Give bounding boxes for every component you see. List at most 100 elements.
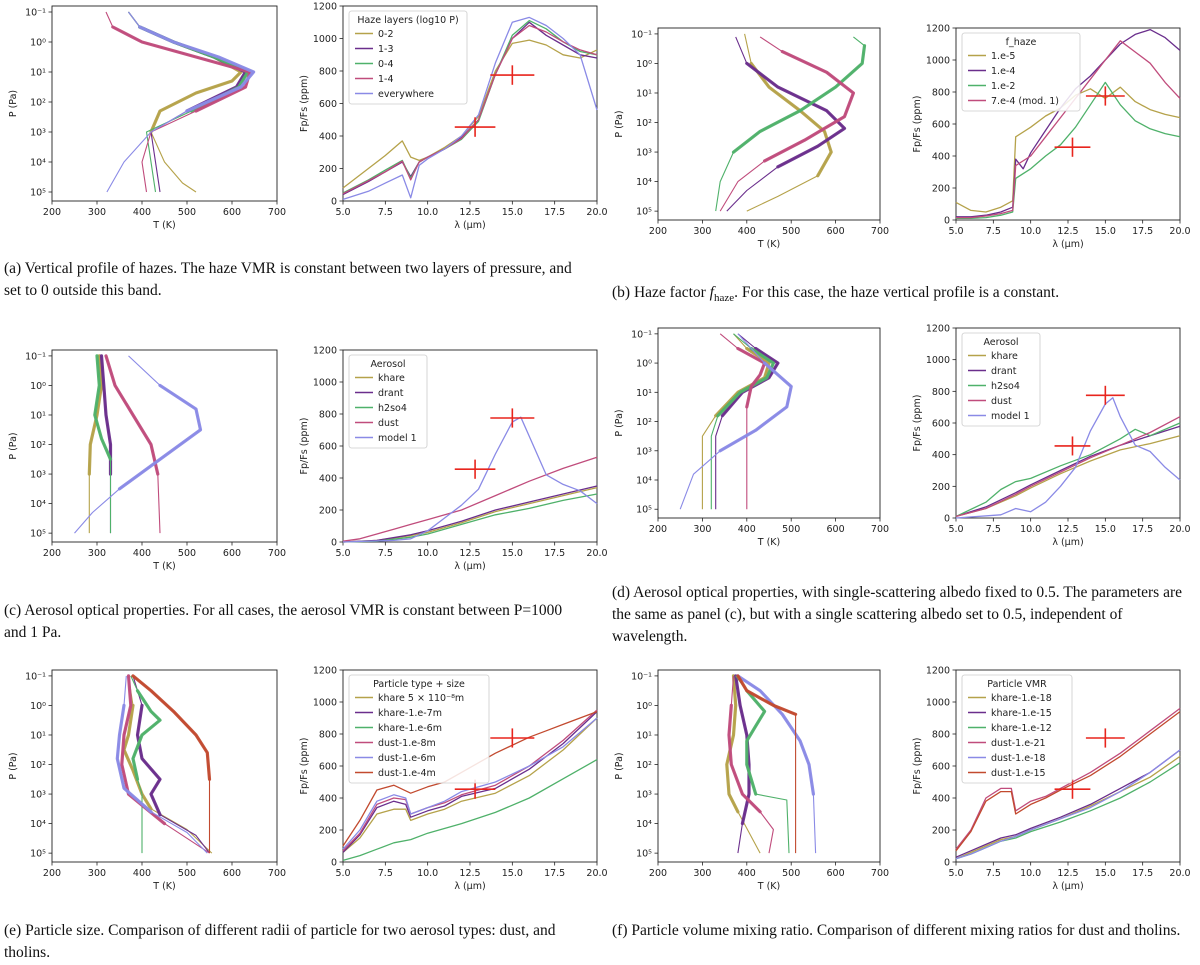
- y-tick-label: 10⁻¹: [631, 671, 652, 682]
- y-tick-label: 400: [932, 450, 950, 461]
- y-tick-label: 800: [932, 387, 950, 398]
- y-tick-label: 10⁵: [30, 188, 46, 199]
- y-tick-label: 10¹: [636, 388, 652, 399]
- x-axis-label: T (K): [152, 220, 175, 231]
- x-tick-label: 700: [268, 207, 286, 218]
- spectrum-chart: 5.0 7.5 10.0 12.5 15.0 17.5 20.0 0 200 400 600 800 1…: [912, 666, 1191, 893]
- spectrum-line-model1: [955, 397, 1181, 519]
- legend-entry: dust-1.e-8m: [378, 738, 436, 749]
- x-tick-label: 400: [133, 207, 151, 218]
- x-tick-label: 200: [649, 226, 667, 237]
- x-tick-label: 5.0: [335, 548, 350, 559]
- legend-box: [348, 10, 468, 105]
- legend-entry: drant: [991, 366, 1017, 377]
- y-tick-label: 600: [319, 442, 337, 453]
- x-tick-label: 700: [268, 548, 286, 559]
- legend: Aerosol khare drant h2so4 dust model 1: [961, 332, 1041, 427]
- x-tick-label: 5.0: [948, 226, 963, 237]
- legend-title: Particle type + size: [373, 679, 465, 690]
- legend-entry: 1.e-2: [991, 81, 1015, 92]
- y-tick-label: 10⁰: [30, 381, 46, 392]
- axes-frame: [657, 327, 881, 519]
- y-tick-label: 400: [319, 474, 337, 485]
- legend-title: f_haze: [1006, 37, 1037, 48]
- profile-band-drant: [135, 703, 162, 817]
- y-tick-label: 0: [331, 538, 337, 549]
- x-tick-label: 17.5: [544, 868, 565, 879]
- x-tick-label: 600: [223, 207, 241, 218]
- y-tick-label: 0: [944, 514, 950, 525]
- legend-entry: dust: [991, 396, 1012, 407]
- y-tick-label: 10⁰: [636, 59, 652, 70]
- x-tick-label: 400: [738, 868, 756, 879]
- x-tick-label: 7.5: [378, 207, 393, 218]
- profile-band-drant: [745, 61, 847, 169]
- axes-frame: [51, 669, 278, 863]
- caption-d: (d) Aerosol optical properties, with sin…: [612, 584, 1183, 645]
- x-tick-label: 200: [649, 524, 667, 535]
- x-tick-label: 12.5: [459, 207, 480, 218]
- legend-entry: dust-1.e-18: [991, 753, 1046, 764]
- caption-b-subscript: haze: [713, 292, 735, 305]
- x-tick-label: 200: [649, 868, 667, 879]
- y-tick-label: 10⁴: [30, 819, 46, 830]
- spectrum-line-h2so4: [342, 759, 598, 862]
- profile-line-drant: [726, 36, 846, 212]
- legend-entry: everywhere: [378, 89, 434, 100]
- profile-band-model1: [117, 383, 203, 491]
- spectrum-line-dust: [955, 707, 1181, 850]
- y-tick-label: 10⁻¹: [25, 8, 46, 19]
- spectrum-line-dust_1e4: [955, 711, 1181, 852]
- y-axis-label: P (Pa): [614, 752, 625, 779]
- axes-frame: [51, 349, 278, 543]
- x-tick-label: 15.0: [502, 548, 523, 559]
- y-axis-label: Fp/Fs (ppm): [299, 418, 310, 475]
- profile-chart: 200 300 400 500 600 700 10⁻¹ 10⁰ 10¹ 10² 10³ 10⁴ 10⁵…: [614, 669, 889, 892]
- spectrum-line-h2so4: [956, 81, 1181, 220]
- profile-line-h2so4: [735, 675, 790, 854]
- profile-band-model1: [736, 674, 815, 796]
- axes-frame: [51, 5, 278, 202]
- y-tick-label: 1000: [926, 56, 950, 67]
- x-tick-label: 300: [88, 207, 106, 218]
- x-axis-label: T (K): [152, 881, 175, 892]
- y-tick-label: 10⁵: [636, 505, 652, 516]
- x-tick-label: 17.5: [1132, 226, 1153, 237]
- legend-entry: khare-1.e-6m: [378, 723, 442, 734]
- x-tick-label: 17.5: [1132, 524, 1153, 535]
- legend-title: Aerosol: [370, 359, 405, 370]
- y-tick-label: 600: [932, 120, 950, 131]
- legend: Aerosol khare drant h2so4 dust model 1: [348, 354, 428, 449]
- y-tick-label: 10²: [636, 417, 652, 428]
- y-tick-label: 10⁻¹: [25, 671, 46, 682]
- legend-entry: h2so4: [991, 381, 1020, 392]
- x-tick-label: 17.5: [544, 548, 565, 559]
- legend-entry: khare-1.e-7m: [378, 708, 442, 719]
- y-tick-label: 0: [944, 858, 950, 869]
- x-tick-label: 400: [738, 524, 756, 535]
- y-tick-label: 10⁴: [30, 158, 46, 169]
- y-axis-label: Fp/Fs (ppm): [912, 96, 923, 153]
- y-tick-label: 10³: [30, 128, 46, 139]
- y-tick-label: 10⁵: [636, 849, 652, 860]
- x-axis-label: T (K): [757, 239, 780, 250]
- x-axis-label: λ (μm): [454, 220, 485, 231]
- profile-band-khare: [122, 703, 153, 811]
- legend-entry: khare: [991, 351, 1018, 362]
- profile-chart: 200 300 400 500 600 700 10⁻¹ 10⁰ 10¹ 10² 10³ 10⁴ 10⁵…: [614, 327, 889, 548]
- spectrum-chart: 5.0 7.5 10.0 12.5 15.0 17.5 20.0 0 200 400 600 800 1…: [299, 2, 608, 232]
- y-tick-label: 200: [932, 184, 950, 195]
- x-tick-label: 7.5: [378, 868, 393, 879]
- profile-chart: 200 300 400 500 600 700 10⁻¹ 10⁰ 10¹ 10² 10³ 10⁴ 10⁵…: [8, 349, 286, 572]
- spectrum-line-drant: [955, 749, 1181, 858]
- x-tick-label: 12.5: [459, 868, 480, 879]
- legend-entry: h2so4: [378, 403, 407, 414]
- legend-entry: dust-1.e-6m: [378, 753, 436, 764]
- spectrum-line-dust: [955, 416, 1181, 518]
- y-tick-label: 1200: [313, 2, 337, 13]
- y-tick-label: 10⁻¹: [631, 29, 652, 40]
- x-tick-label: 12.5: [459, 548, 480, 559]
- panel-c: 200 300 400 500 600 700 10⁻¹ 10⁰ 10¹ 10² 10³ 10⁴ 10⁵…: [8, 346, 608, 573]
- legend-entry: 1.e-4: [991, 66, 1015, 77]
- profile-band-dust_1e4: [736, 674, 798, 716]
